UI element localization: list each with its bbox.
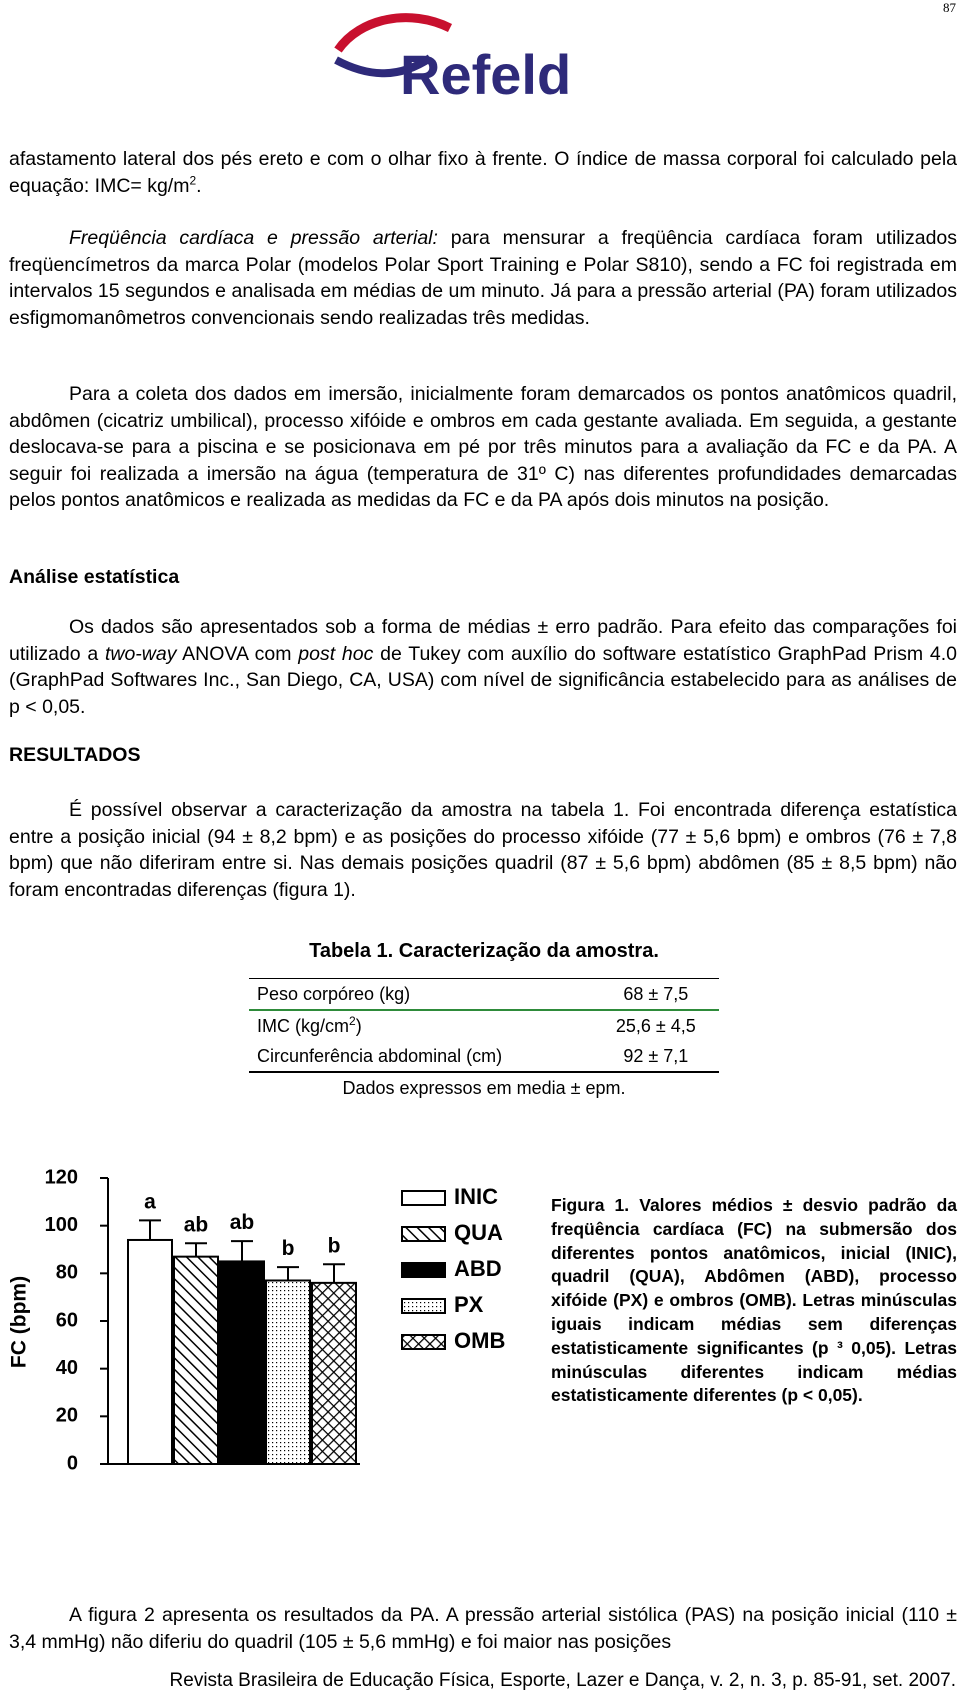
y-tick-label: 0 [67, 1452, 78, 1474]
logo: Refeld [334, 13, 571, 100]
table-cell: 68 ± 7,5 [623, 983, 689, 1004]
significance-label: ab [230, 1211, 255, 1234]
superscript: 2 [189, 173, 197, 187]
legend-swatch [401, 1298, 446, 1314]
section-heading: Análise estatística [9, 566, 180, 588]
legend-swatch [401, 1262, 446, 1278]
text: afastamento lateral dos pés ereto e com … [9, 148, 957, 197]
text: ANOVA com [176, 642, 299, 665]
text: de Tukey com auxílio do software estatís… [9, 642, 957, 718]
y-tick-label: 20 [56, 1405, 78, 1427]
logo-swoosh [334, 13, 453, 53]
legend-label: QUA [454, 1220, 503, 1245]
table: Peso corpóreo (kg) 68 ± 7,5 IMC (kg/cm2)… [249, 978, 719, 1073]
legend-label: INIC [454, 1184, 498, 1209]
y-axis-label: FC (bpm) [8, 1276, 31, 1368]
y-tick-label: 120 [45, 1166, 78, 1188]
bar [265, 1279, 311, 1465]
table-row: Peso corpóreo (kg) 68 ± 7,5 [249, 978, 719, 1011]
significance-label: a [144, 1190, 156, 1213]
text: Para a coleta dos dados em imersão, inic… [9, 383, 957, 511]
paragraph: Para a coleta dos dados em imersão, inic… [9, 381, 957, 514]
figure-caption: Figura 1. Valores médios ± desvio padrão… [551, 1195, 957, 1406]
significance-label: b [282, 1237, 295, 1260]
y-tick-label: 80 [56, 1262, 78, 1284]
text: IMC (kg/cm [257, 1015, 349, 1036]
paragraph: A figura 2 apresenta os resultados da PA… [9, 1602, 957, 1655]
superscript: 2 [349, 1013, 356, 1028]
text: Circunferência abdominal (cm) [257, 1045, 503, 1066]
text: para mensurar a freqüência cardíaca fora… [9, 227, 958, 329]
logo-swoosh [334, 54, 433, 78]
text-italic: two-way [104, 642, 177, 665]
text: . [196, 174, 202, 197]
paragraph: É possível observar a caracterização da … [9, 797, 957, 903]
table-note: Dados expressos em media ± epm. [342, 1078, 626, 1098]
legend-label: PX [454, 1292, 484, 1317]
table-cell: 92 ± 7,1 [623, 1045, 689, 1066]
table-row: IMC (kg/cm2) 25,6 ± 4,5 [249, 1010, 719, 1041]
table-title: Tabela 1. Caracterização da amostra. [309, 940, 659, 962]
y-tick-label: 40 [56, 1357, 78, 1379]
legend-label: ABD [454, 1256, 502, 1281]
legend-swatch [401, 1226, 446, 1242]
text: É possível observar a caracterização da … [9, 799, 957, 901]
legend-swatch [401, 1190, 446, 1206]
chart: FC (bpm) 0 20 40 60 80 100 120 a INIC ab QUA ab ABD b… [8, 1166, 506, 1474]
bar [173, 1255, 219, 1466]
page-number: 87 [943, 0, 956, 15]
table-cell: IMC (kg/cm2) [249, 1010, 593, 1041]
logo-text: Refeld [400, 43, 571, 100]
table-cell: Peso corpóreo (kg) [249, 979, 593, 1011]
table-cell: Circunferência abdominal (cm) [249, 1041, 593, 1072]
section-heading: RESULTADOS [9, 744, 141, 766]
legend-swatch [401, 1334, 446, 1350]
y-tick-label: 100 [45, 1214, 78, 1236]
bar [127, 1238, 173, 1466]
table-row: Circunferência abdominal (cm) 92 ± 7,1 [249, 1041, 719, 1072]
significance-label: b [328, 1234, 341, 1257]
text-italic: Freqüência cardíaca e pressão arterial: [69, 227, 438, 249]
y-tick-label: 60 [56, 1309, 78, 1331]
significance-label: ab [184, 1213, 209, 1236]
table-cell: 25,6 ± 4,5 [615, 1015, 696, 1036]
paragraph: Freqüência cardíaca e pressão arterial: … [9, 225, 957, 331]
bar [219, 1260, 265, 1465]
text: Os dados são apresentados sob a forma de… [9, 616, 957, 665]
text-italic: post hoc [298, 642, 374, 665]
paragraph: Os dados são apresentados sob a forma de… [9, 614, 957, 720]
paragraph: afastamento lateral dos pés ereto e com … [9, 146, 957, 199]
footer: Revista Brasileira de Educação Física, E… [169, 1670, 956, 1691]
text: A figura 2 apresenta os resultados da PA… [9, 1604, 957, 1653]
legend-label: OMB [454, 1328, 505, 1353]
text: Peso corpóreo (kg) [257, 983, 411, 1004]
bar [311, 1281, 357, 1465]
text: ) [355, 1015, 362, 1036]
